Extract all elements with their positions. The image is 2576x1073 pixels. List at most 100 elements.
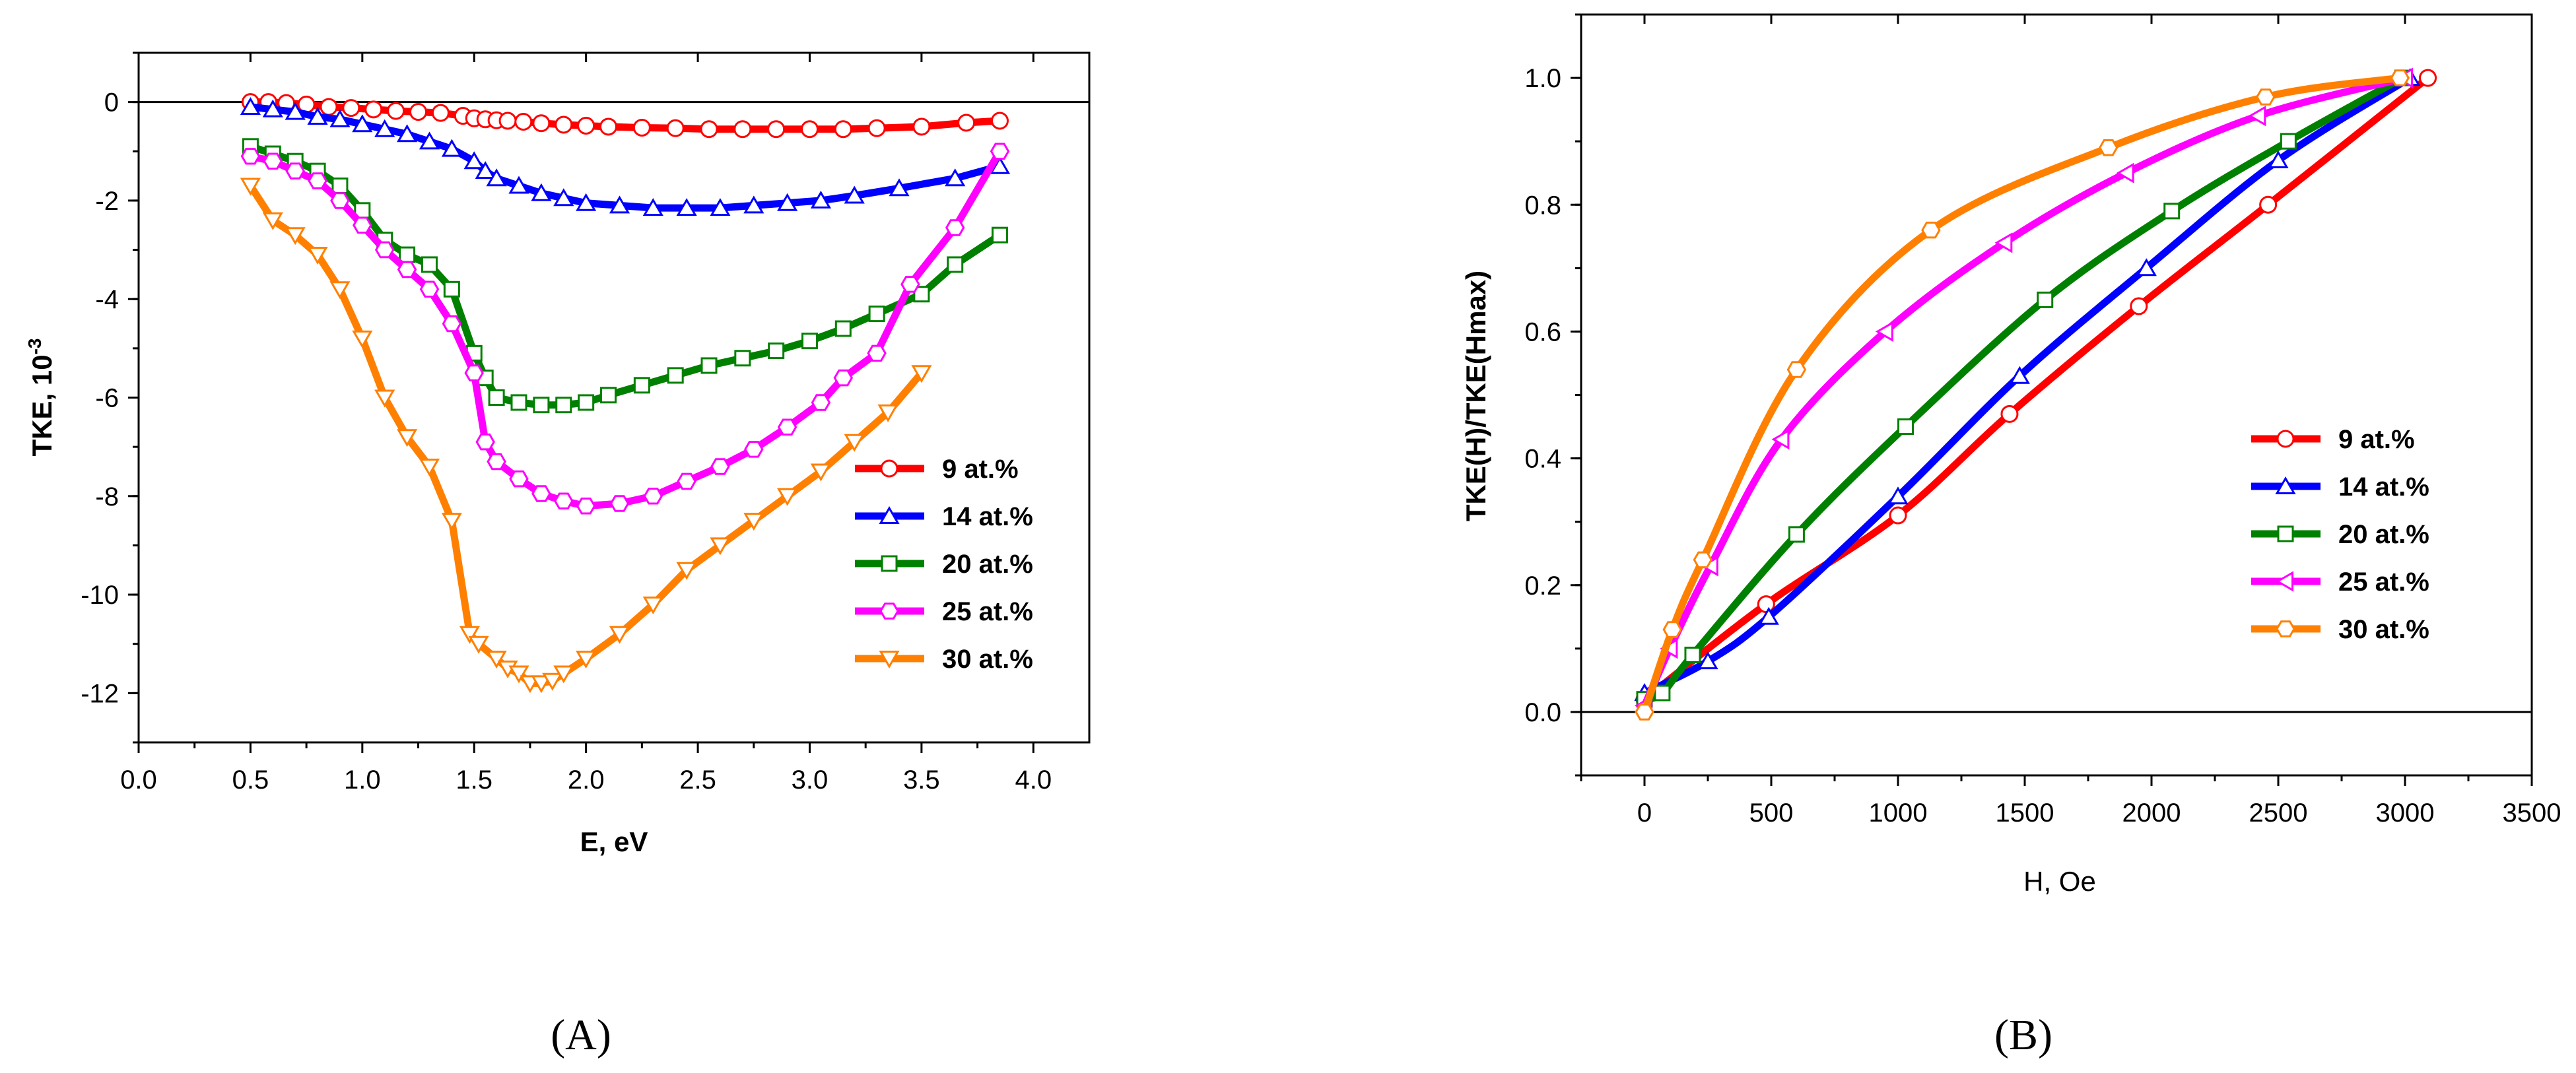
- chart-a-legend-label: 30 at.%: [942, 645, 1033, 674]
- chart-a-series-line: [246, 182, 926, 687]
- chart-a-data-point: [777, 488, 798, 506]
- chart-a-x-tick-label: 1.5: [456, 765, 492, 795]
- chart-a-data-point: [514, 113, 533, 131]
- chart-a-y-tick-label: -8: [95, 482, 119, 511]
- chart-a-data-point: [486, 168, 507, 187]
- chart-a-data-point: [947, 256, 964, 273]
- chart-b-data-point: [2098, 139, 2118, 156]
- chart-a-x-axis-label: E, eV: [580, 826, 648, 857]
- chart-a-data-point: [945, 168, 966, 187]
- chart-a-data-point: [352, 330, 373, 348]
- chart-a-data-point: [710, 458, 730, 475]
- chart-b-data-point: [2037, 291, 2054, 308]
- chart-a-series-line: [246, 103, 1003, 212]
- chart-a-data-point: [643, 488, 663, 505]
- chart-a-data-point: [642, 597, 663, 614]
- chart-a-data-point: [488, 389, 505, 406]
- chart-b-x-tick-label: 1000: [1869, 798, 1928, 828]
- chart-b-data-point: [1889, 506, 1907, 525]
- chart-a-data-point: [801, 333, 818, 350]
- chart-a-legend-marker: [881, 555, 898, 572]
- chart-b-data-point: [2419, 69, 2437, 87]
- chart-a-data-point: [767, 120, 786, 139]
- chart-a-data-point: [576, 193, 597, 211]
- chart-a-data-point: [777, 193, 798, 211]
- chart-b-legend-marker: [2276, 430, 2295, 448]
- chart-a-data-point: [542, 672, 563, 691]
- chart-a-data-point: [554, 492, 574, 509]
- chart-a-data-point: [811, 394, 831, 411]
- chart-a-data-point: [464, 364, 484, 381]
- chart-a-data-point: [633, 377, 650, 394]
- chart-a-data-point: [734, 350, 751, 367]
- chart-a-data-point: [509, 470, 529, 488]
- chart-b-data-point: [2116, 162, 2134, 183]
- chart-b-y-tick-label: 0.6: [1524, 317, 1561, 346]
- chart-b-series-line: [1641, 74, 2404, 716]
- chart-a-data-point: [991, 226, 1008, 244]
- chart-a-data-point: [700, 120, 718, 139]
- chart-a-data-point: [531, 183, 552, 201]
- chart-a-data-point: [240, 97, 261, 115]
- chart-a-y-axis-label: TKE, 10-3: [24, 339, 57, 457]
- chart-b-data-point: [1662, 621, 1682, 638]
- chart-b-data-point: [1786, 361, 1807, 378]
- chart-a-data-point: [700, 357, 718, 374]
- chart-b-data-point: [2009, 366, 2030, 384]
- chart-b-data-point: [1921, 221, 1941, 239]
- chart-b-y-tick-label: 0.0: [1524, 698, 1561, 727]
- chart-b-y-tick-label: 0.4: [1524, 445, 1561, 474]
- chart-a-data-point: [419, 280, 440, 298]
- chart-a-data-point: [329, 281, 351, 300]
- chart-b-data-point: [2390, 69, 2410, 86]
- chart-a-data-point: [475, 161, 496, 179]
- chart-a-data-point: [957, 114, 976, 132]
- chart-a-data-point: [642, 198, 663, 216]
- chart-a-data-point: [531, 485, 551, 502]
- chart-a-data-point: [900, 276, 920, 293]
- chart-a-data-point: [397, 261, 417, 278]
- chart-a-data-point: [475, 433, 495, 451]
- chart-b-data-point: [2136, 258, 2157, 276]
- chart-a-data-point: [743, 513, 764, 531]
- chart-a-data-point: [262, 212, 283, 230]
- chart-a-y-tick-label: 0: [104, 88, 119, 117]
- chart-b-data-point: [1654, 684, 1671, 701]
- chart-a-legend-label: 20 at.%: [942, 550, 1033, 579]
- chart-a-data-point: [744, 441, 764, 458]
- chart-a-data-point: [263, 152, 283, 170]
- chart-a-legend: 9 at.% 14 at.% 20 at.% 25 at.% 30 at.%: [855, 455, 1033, 674]
- chart-a-data-point: [285, 227, 306, 245]
- chart-a-data-point: [397, 429, 418, 447]
- chart-b-data-point: [1684, 646, 1701, 663]
- chart-b-series-line: [1641, 74, 2409, 709]
- chart-a-data-point: [441, 139, 462, 157]
- chart-a-data-point: [387, 102, 405, 120]
- chart-a-data-point: [609, 195, 630, 214]
- chart-a-data-point: [374, 119, 395, 137]
- chart-a-data-point: [463, 151, 485, 170]
- chart-a-x-tick-label: 2.5: [679, 765, 716, 795]
- chart-b-caption: (B): [1994, 1011, 2052, 1059]
- chart-a-data-point: [609, 495, 630, 512]
- chart-a-data-point: [844, 434, 865, 452]
- chart-a-data-point: [912, 117, 931, 136]
- chart-a-y-tick-label: -2: [95, 187, 119, 216]
- chart-a-data-point: [441, 513, 462, 531]
- chart-a-data-point: [498, 112, 517, 130]
- chart-a-y-tick-label: -4: [95, 285, 119, 314]
- chart-a-data-point: [555, 397, 572, 414]
- chart-a-data-point: [810, 190, 831, 209]
- chart-b-data-point: [2248, 106, 2266, 127]
- chart-b-x-tick-label: 500: [1749, 798, 1794, 828]
- chart-a-data-point: [353, 216, 372, 234]
- chart-a-data-point: [431, 104, 450, 122]
- chart-a-x-tick-label: 4.0: [1015, 765, 1052, 795]
- chart-a-data-point: [768, 342, 785, 360]
- chart-a-data-point: [911, 365, 932, 383]
- chart-a-data-point: [442, 315, 462, 333]
- chart-b-legend-label: 20 at.%: [2338, 520, 2429, 549]
- chart-a-legend-marker: [879, 651, 900, 668]
- chart-a-data-point: [307, 106, 328, 125]
